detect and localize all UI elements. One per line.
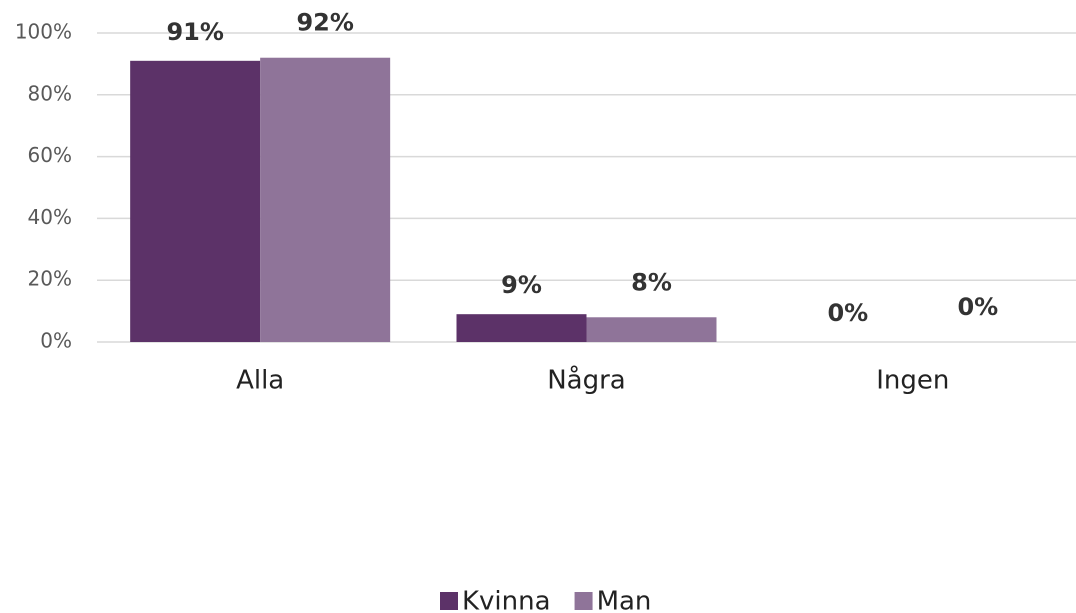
y-tick-label: 40% [28,205,72,229]
value-label: 92% [296,9,353,37]
bar [260,57,391,342]
legend-label: Kvinna [462,587,551,613]
y-tick-label: 20% [28,267,72,291]
legend-label: Man [597,587,652,613]
bar [586,317,717,342]
x-tick-label: Ingen [876,366,949,396]
value-label: 9% [501,271,542,299]
y-tick-label: 100% [15,20,72,44]
bar [130,60,261,343]
value-label: 0% [957,293,998,321]
y-tick-label: 0% [40,329,72,353]
legend-swatch [440,592,458,610]
x-tick-label: Alla [236,366,284,396]
bar [456,314,587,342]
x-tick-label: Några [547,365,626,396]
y-tick-label: 60% [28,143,72,167]
value-label: 91% [166,18,223,46]
value-label: 0% [827,299,868,327]
y-tick-label: 80% [28,81,72,105]
value-label: 8% [631,268,672,296]
legend-swatch [574,592,593,610]
